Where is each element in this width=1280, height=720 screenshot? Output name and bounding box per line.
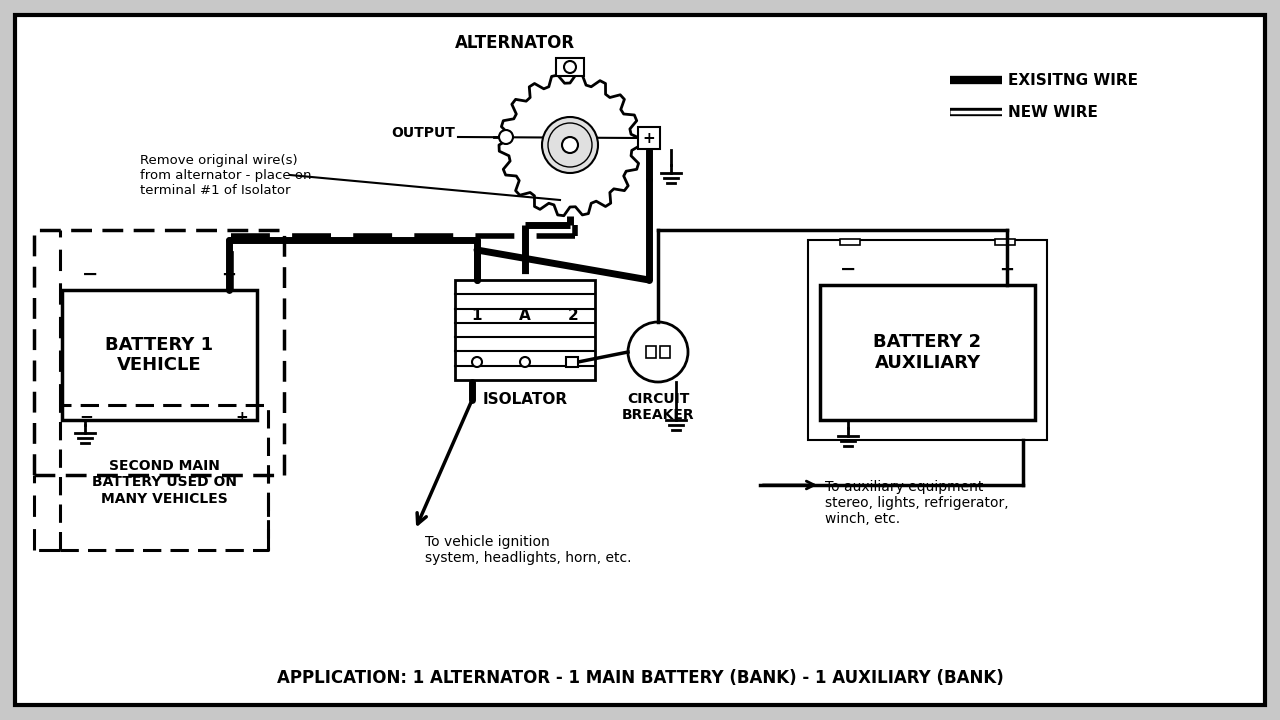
Bar (454, 280, 595, 380)
Bar (61, 290, 257, 420)
Text: To auxiliary equipment
stereo, lights, refrigerator,
winch, etc.: To auxiliary equipment stereo, lights, r… (826, 480, 1009, 526)
Bar (566, 357, 579, 367)
Circle shape (548, 123, 591, 167)
Text: CIRCUIT
BREAKER: CIRCUIT BREAKER (622, 392, 694, 422)
Text: +: + (643, 130, 655, 145)
Bar (995, 239, 1015, 245)
Text: +: + (221, 266, 237, 284)
Bar (637, 127, 660, 149)
Text: A: A (520, 307, 531, 323)
Text: −: − (79, 407, 93, 425)
Text: −: − (82, 265, 99, 284)
Text: 2: 2 (567, 307, 579, 323)
Text: ISOLATOR: ISOLATOR (483, 392, 567, 407)
Text: Remove original wire(s)
from alternator - place on
terminal #1 of Isolator: Remove original wire(s) from alternator … (140, 153, 311, 197)
Text: BATTERY 1
VEHICLE: BATTERY 1 VEHICLE (105, 336, 214, 374)
Text: −: − (840, 260, 856, 279)
Bar (820, 285, 1036, 420)
Text: +: + (236, 410, 248, 425)
Circle shape (562, 137, 579, 153)
Circle shape (472, 357, 483, 367)
Text: NEW WIRE: NEW WIRE (1007, 104, 1098, 120)
Text: OUTPUT: OUTPUT (392, 126, 454, 140)
Circle shape (628, 322, 689, 382)
Text: EXISITNG WIRE: EXISITNG WIRE (1007, 73, 1138, 88)
Bar (808, 240, 1047, 440)
Text: ALTERNATOR: ALTERNATOR (454, 34, 575, 52)
Text: To vehicle ignition
system, headlights, horn, etc.: To vehicle ignition system, headlights, … (425, 535, 631, 565)
Text: +: + (1000, 261, 1015, 279)
Circle shape (541, 117, 598, 173)
Circle shape (564, 61, 576, 73)
Bar (660, 346, 669, 358)
Bar (646, 346, 655, 358)
Text: BATTERY 2
AUXILIARY: BATTERY 2 AUXILIARY (873, 333, 982, 372)
Bar (840, 239, 860, 245)
Text: 1: 1 (472, 307, 483, 323)
Text: SECOND MAIN
BATTERY USED ON
MANY VEHICLES: SECOND MAIN BATTERY USED ON MANY VEHICLE… (91, 459, 237, 505)
Polygon shape (499, 74, 641, 216)
Circle shape (499, 130, 513, 144)
Circle shape (520, 357, 530, 367)
Bar (556, 58, 584, 76)
Text: APPLICATION: 1 ALTERNATOR - 1 MAIN BATTERY (BANK) - 1 AUXILIARY (BANK): APPLICATION: 1 ALTERNATOR - 1 MAIN BATTE… (276, 669, 1004, 687)
